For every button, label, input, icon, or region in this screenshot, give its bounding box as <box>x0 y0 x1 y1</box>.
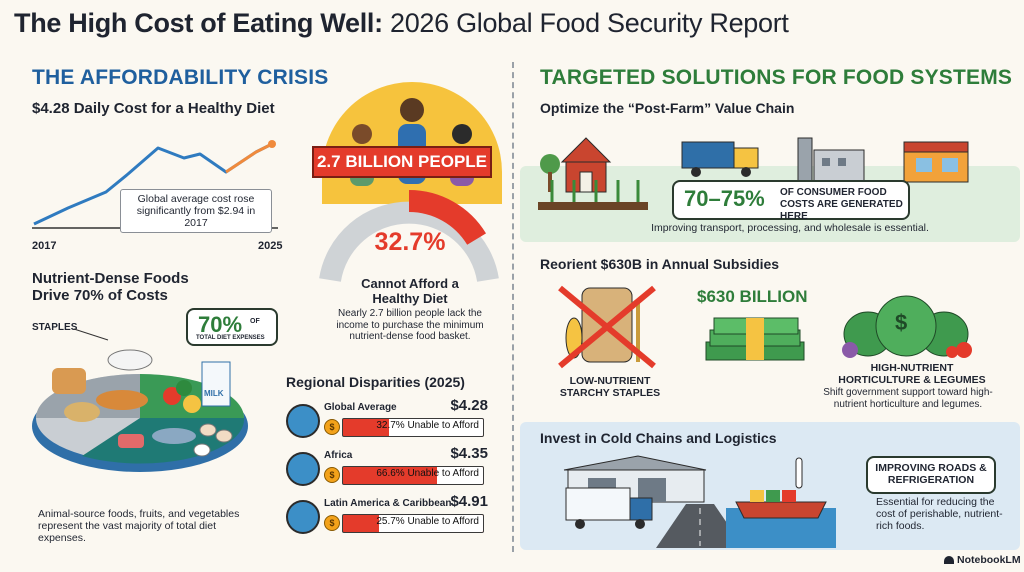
food-plate-illustration <box>32 349 248 472</box>
regional-row: Global Average $4.28 $32.7% Unable to Affo… <box>284 397 494 444</box>
nutrient-footnote: Animal-source foods, fruits, and vegetab… <box>38 508 240 544</box>
cost-chart-title: $4.28 Daily Cost for a Healthy Diet <box>32 100 275 117</box>
cost-line-orange <box>225 142 273 174</box>
callout-big: 70% <box>198 312 243 337</box>
meat <box>118 434 144 448</box>
baguette <box>96 390 148 410</box>
afford-bar-label: 66.6% Unable to Afford <box>376 468 479 479</box>
regional-title: Regional Disparities (2025) <box>286 374 465 390</box>
afford-percent: 32.7% <box>374 228 446 256</box>
crop-rows-icon <box>538 180 648 210</box>
afford-bar: 25.7% Unable to Afford <box>342 514 484 533</box>
cold-chain-illustration <box>563 455 836 548</box>
thermometer-icon <box>795 457 803 489</box>
afford-gauge <box>319 190 499 283</box>
region-cost: $4.28 <box>450 397 488 414</box>
afford-bar-label: 25.7% Unable to Afford <box>376 516 479 527</box>
globe-icon <box>286 404 320 438</box>
staples-leader-line <box>73 328 109 341</box>
affordability-section-title: THE AFFORDABILITY CRISIS <box>32 66 329 89</box>
title-bold: The High Cost of Eating Well: <box>14 8 383 38</box>
pasta <box>64 402 100 422</box>
nutrient-title-line2: Drive 70% of Costs <box>32 287 168 304</box>
postfarm-title: Optimize the “Post-Farm” Value Chain <box>540 100 795 116</box>
fish <box>152 428 196 444</box>
milk-carton <box>201 361 231 407</box>
cash-stack-icon <box>705 317 805 361</box>
afford-bar-remainder <box>379 515 483 532</box>
postfarm-stat-big: 70–75% <box>684 186 765 211</box>
crossed-staples-icon <box>558 285 656 369</box>
postfarm-note: Improving transport, processing, and who… <box>651 222 929 234</box>
region-name: Latin America & Caribbean <box>324 498 452 509</box>
refrigerated-truck-icon <box>565 487 653 529</box>
brand-text: NotebookLM <box>957 554 1021 566</box>
postfarm-stat-box: 70–75% OF CONSUMER FOOD COSTS ARE GENERA… <box>672 180 910 222</box>
store-icon <box>903 141 969 183</box>
rice-bowl <box>107 349 153 371</box>
bread <box>52 368 86 394</box>
region-name: Africa <box>324 450 353 461</box>
title-rest: 2026 Global Food Security Report <box>382 8 789 38</box>
gauge-track <box>319 201 499 283</box>
coin-icon: $ <box>324 419 340 435</box>
produce-bag-icon <box>842 295 972 358</box>
staples-label: STAPLES <box>32 322 78 333</box>
x-end-label: 2025 <box>258 240 283 252</box>
cargo-ship-icon <box>726 457 836 548</box>
solutions-section-title: TARGETED SOLUTIONS FOR FOOD SYSTEMS <box>540 66 1013 89</box>
truck-icon <box>681 141 759 177</box>
afford-caption-body: Nearly 2.7 billion people lack the incom… <box>336 308 484 342</box>
nutrient-title-line1: Nutrient-Dense Foods <box>32 270 189 287</box>
region-cost: $4.35 <box>450 445 488 462</box>
callout-small: TOTAL DIET EXPENSES <box>196 335 265 341</box>
cold-chain-note: Essential for reducing the cost of peris… <box>876 496 1003 532</box>
globe-icon <box>286 452 320 486</box>
cost-note: Global average cost rose significantly f… <box>120 189 272 233</box>
brand-icon <box>944 556 954 565</box>
factory-icon <box>797 137 865 183</box>
afford-bar: 32.7% Unable to Afford <box>342 418 484 437</box>
regional-row: Africa $4.35 $66.6% Unable to Afford <box>284 445 494 492</box>
region-cost: $4.91 <box>450 493 488 510</box>
subsidies-right-label: HIGH-NUTRIENT HORTICULTURE & LEGUMES <box>838 362 986 386</box>
afford-bar: 66.6% Unable to Afford <box>342 466 484 485</box>
subsidies-amount: $630 BILLION <box>697 287 808 306</box>
subsidies-title: Reorient $630B in Annual Subsidies <box>540 256 780 272</box>
road <box>656 504 744 548</box>
region-name: Global Average <box>324 402 397 413</box>
globe-icon <box>286 500 320 534</box>
cold-chain-title: Invest in Cold Chains and Logistics <box>540 430 777 446</box>
cold-callout-box: IMPROVING ROADS & REFRIGERATION <box>866 456 996 494</box>
bag-dollar-symbol: $ <box>895 310 908 335</box>
milk-label: MILK <box>204 389 224 398</box>
brand-label: NotebookLM <box>944 554 1021 566</box>
subsidies-left-label: LOW-NUTRIENT STARCHY STAPLES <box>559 375 661 399</box>
column-divider <box>512 62 514 552</box>
coin-icon: $ <box>324 515 340 531</box>
x-start-label: 2017 <box>32 240 57 252</box>
afford-bar-label: 32.7% Unable to Afford <box>376 420 479 431</box>
cost-endpoint-dot <box>268 140 276 148</box>
page-title: The High Cost of Eating Well: 2026 Globa… <box>14 8 789 39</box>
coin-icon: $ <box>324 467 340 483</box>
nutrient-title: Nutrient-Dense Foods Drive 70% of Costs <box>32 270 189 304</box>
afford-bar-remainder <box>389 419 483 436</box>
value-chain-illustration <box>538 137 969 210</box>
afford-bar-remainder <box>436 467 483 484</box>
callout-of: OF <box>250 318 260 325</box>
subsidies-right-note: Shift government support toward high-nut… <box>823 387 993 410</box>
postfarm-stat-text: OF CONSUMER FOOD COSTS ARE GENERATED HER… <box>780 187 903 222</box>
cold-callout-text: IMPROVING ROADS & REFRIGERATION <box>875 462 987 486</box>
people-illustration <box>322 82 502 204</box>
regional-row: Latin America & Caribbean $4.91 $25.7% Una… <box>284 493 494 540</box>
afford-caption-title: Cannot Afford a Healthy Diet <box>361 276 459 306</box>
seventy-percent-callout: 70% OF TOTAL DIET EXPENSES <box>186 308 278 346</box>
gauge-fill <box>408 190 487 246</box>
people-banner: 2.7 BILLION PEOPLE <box>312 146 492 178</box>
